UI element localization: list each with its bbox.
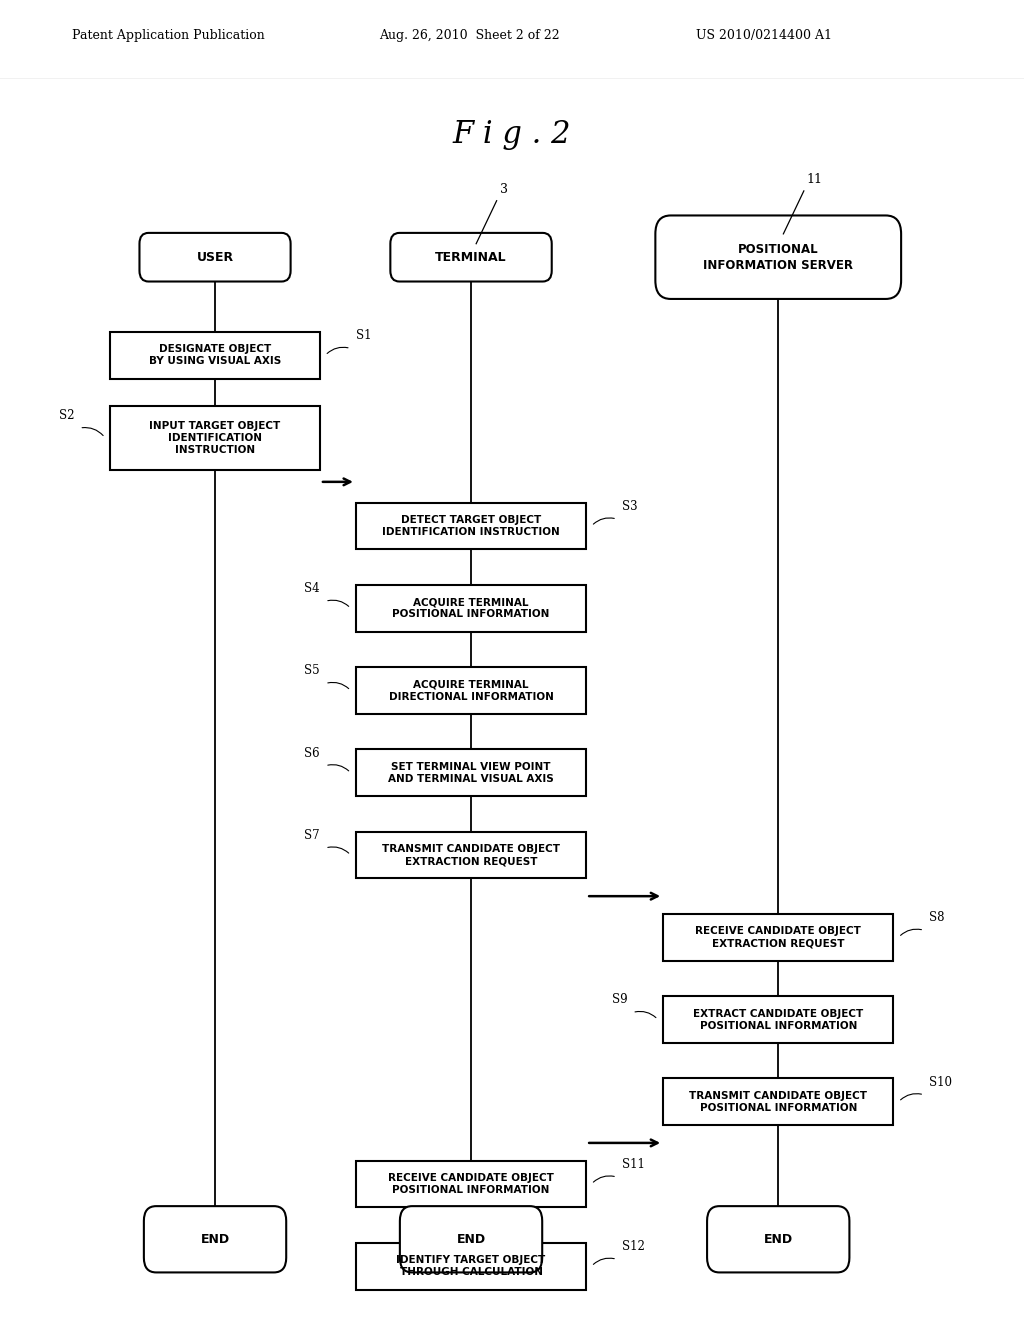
Text: 11: 11 [807, 173, 823, 186]
Text: ACQUIRE TERMINAL
POSITIONAL INFORMATION: ACQUIRE TERMINAL POSITIONAL INFORMATION [392, 597, 550, 619]
Text: RECEIVE CANDIDATE OBJECT
POSITIONAL INFORMATION: RECEIVE CANDIDATE OBJECT POSITIONAL INFO… [388, 1173, 554, 1195]
Text: S4: S4 [304, 582, 319, 595]
Bar [111, 333, 319, 379]
Bar [356, 585, 586, 631]
Text: S10: S10 [930, 1076, 952, 1089]
FancyBboxPatch shape [143, 1206, 286, 1272]
Text: DESIGNATE OBJECT
BY USING VISUAL AXIS: DESIGNATE OBJECT BY USING VISUAL AXIS [148, 345, 282, 367]
Text: S11: S11 [623, 1158, 645, 1171]
FancyBboxPatch shape [655, 215, 901, 298]
Text: S9: S9 [611, 994, 627, 1006]
Text: S7: S7 [304, 829, 319, 842]
Text: USER: USER [197, 251, 233, 264]
Text: F i g . 2: F i g . 2 [453, 119, 571, 150]
FancyBboxPatch shape [390, 232, 552, 281]
Bar [664, 997, 893, 1043]
Bar [356, 1160, 586, 1208]
Text: EXTRACT CANDIDATE OBJECT
POSITIONAL INFORMATION: EXTRACT CANDIDATE OBJECT POSITIONAL INFO… [693, 1008, 863, 1031]
Text: TRANSMIT CANDIDATE OBJECT
POSITIONAL INFORMATION: TRANSMIT CANDIDATE OBJECT POSITIONAL INF… [689, 1090, 867, 1113]
Text: TRANSMIT CANDIDATE OBJECT
EXTRACTION REQUEST: TRANSMIT CANDIDATE OBJECT EXTRACTION REQ… [382, 843, 560, 866]
Text: IDENTIFY TARGET OBJECT
THROUGH CALCULATION: IDENTIFY TARGET OBJECT THROUGH CALCULATI… [396, 1255, 546, 1278]
Text: S2: S2 [58, 409, 74, 422]
Text: Aug. 26, 2010  Sheet 2 of 22: Aug. 26, 2010 Sheet 2 of 22 [379, 29, 559, 42]
Text: END: END [201, 1233, 229, 1246]
Text: DETECT TARGET OBJECT
IDENTIFICATION INSTRUCTION: DETECT TARGET OBJECT IDENTIFICATION INST… [382, 515, 560, 537]
Bar [356, 503, 586, 549]
Bar [664, 1078, 893, 1125]
FancyBboxPatch shape [139, 232, 291, 281]
Bar [356, 1243, 586, 1290]
Text: RECEIVE CANDIDATE OBJECT
EXTRACTION REQUEST: RECEIVE CANDIDATE OBJECT EXTRACTION REQU… [695, 927, 861, 948]
Text: S8: S8 [930, 911, 945, 924]
FancyBboxPatch shape [399, 1206, 543, 1272]
Text: END: END [457, 1233, 485, 1246]
Text: S1: S1 [356, 329, 372, 342]
Text: SET TERMINAL VIEW POINT
AND TERMINAL VISUAL AXIS: SET TERMINAL VIEW POINT AND TERMINAL VIS… [388, 762, 554, 784]
Text: ACQUIRE TERMINAL
DIRECTIONAL INFORMATION: ACQUIRE TERMINAL DIRECTIONAL INFORMATION [388, 680, 554, 701]
Bar [111, 405, 319, 470]
Text: S6: S6 [304, 747, 319, 759]
Text: S3: S3 [623, 500, 638, 513]
Text: END: END [764, 1233, 793, 1246]
Text: TERMINAL: TERMINAL [435, 251, 507, 264]
Text: POSITIONAL
INFORMATION SERVER: POSITIONAL INFORMATION SERVER [703, 243, 853, 272]
Bar [664, 913, 893, 961]
Bar [356, 832, 586, 878]
Bar [356, 750, 586, 796]
Text: S5: S5 [304, 664, 319, 677]
Text: INPUT TARGET OBJECT
IDENTIFICATION
INSTRUCTION: INPUT TARGET OBJECT IDENTIFICATION INSTR… [150, 421, 281, 454]
Text: S12: S12 [623, 1241, 645, 1253]
Bar [356, 667, 586, 714]
Text: Patent Application Publication: Patent Application Publication [72, 29, 264, 42]
Text: US 2010/0214400 A1: US 2010/0214400 A1 [696, 29, 833, 42]
FancyBboxPatch shape [707, 1206, 850, 1272]
Text: 3: 3 [500, 183, 508, 195]
